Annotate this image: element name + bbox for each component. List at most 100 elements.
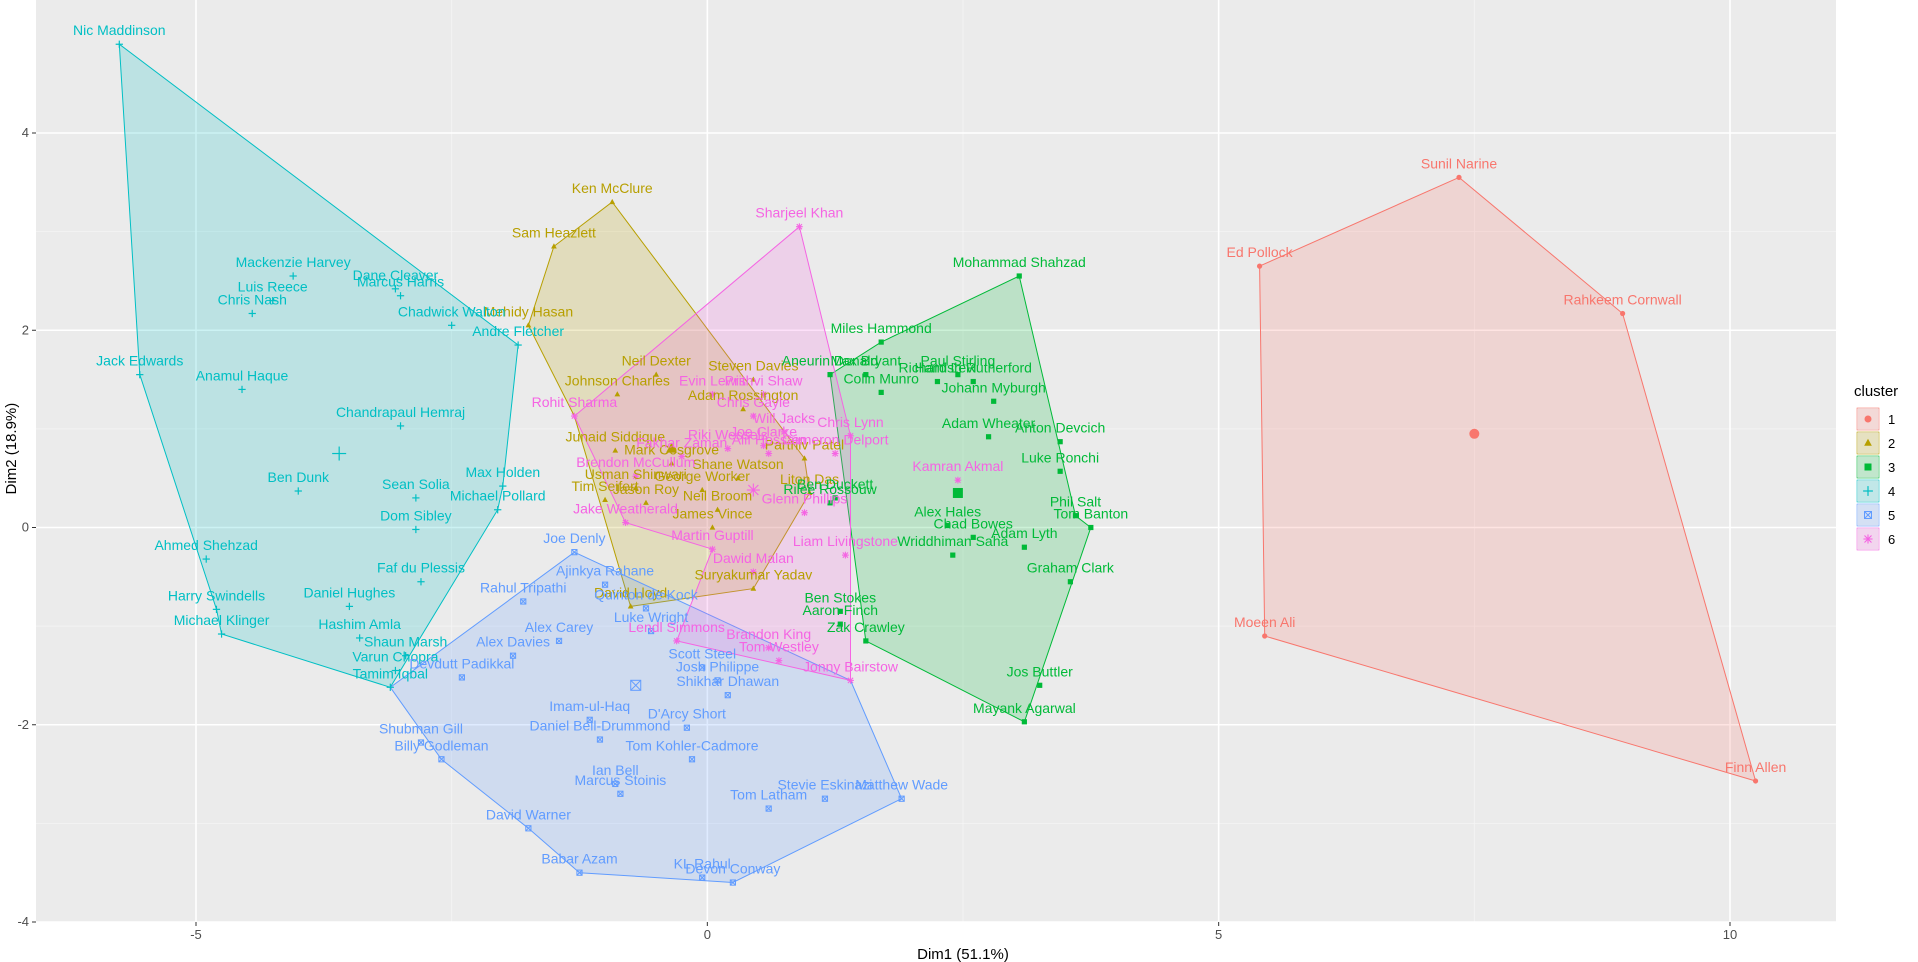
point-label-miles-hammond: Miles Hammond: [831, 320, 932, 336]
data-point-devon-conway: [729, 879, 736, 886]
point-label-jake-weatherald: Jake Weatherald: [573, 501, 678, 517]
point-label-devon-conway: Devon Conway: [685, 861, 780, 877]
point-label-quinton-de-kock: Quinton de Kock: [594, 586, 699, 602]
point-label-ed-pollock: Ed Pollock: [1226, 244, 1293, 260]
data-point-shubman-gill: [417, 739, 425, 746]
data-point-stevie-eskinazi: [821, 795, 829, 802]
data-point-chandrapaul-hemraj: [396, 422, 405, 430]
point-label-george-worker: George Worker: [654, 468, 750, 484]
point-label-josh-philippe: Josh Philippe: [676, 658, 759, 674]
data-point-moeen-ali: [1262, 633, 1268, 639]
data-point-chad-bowes: [970, 534, 976, 540]
plot-panel: [36, 0, 1836, 922]
data-point-alex-hales: [945, 522, 951, 529]
legend-marker-6: [1863, 534, 1873, 544]
data-point-james-vince: [709, 524, 716, 530]
data-point-mackenzie-harvey: [289, 272, 297, 280]
point-label-chandrapaul-hemraj: Chandrapaul Hemraj: [336, 404, 465, 420]
data-point-tom-kohler-cadmore: [688, 756, 696, 763]
point-label-alex-carey: Alex Carey: [525, 619, 593, 635]
x-tick-label-5: -5: [190, 927, 202, 942]
cluster-1-hull: [1259, 176, 1757, 782]
data-point-sharjeel-khan: [795, 223, 803, 231]
data-point-alex-davies: [509, 652, 517, 659]
axes: -5 0 5 10 -4 -2 0 2 4 Dim1 (51.1%) Dim2 (18.9%): [3, 125, 1737, 962]
point-label-colin-munro: Colin Munro: [843, 370, 919, 386]
point-label-babar-azam: Babar Azam: [541, 851, 617, 867]
point-label-dane-cleaver: Dane Cleaver: [353, 267, 439, 283]
point-label-ken-mcclure: Ken McClure: [572, 180, 653, 196]
point-label-adam-wheater: Adam Wheater: [942, 415, 1036, 431]
data-point-d-arcy-short: [683, 724, 690, 731]
data-point-tom-westley: [775, 657, 783, 665]
data-point-phil-salt: [1072, 513, 1079, 519]
point-label-alex-hales: Alex Hales: [914, 504, 981, 520]
data-point-ian-bell: [612, 780, 619, 788]
data-point-quinton-de-kock: [642, 605, 650, 612]
data-point-ahmed-shehzad: [202, 555, 210, 563]
point-label-jonny-bairstow: Jonny Bairstow: [803, 658, 899, 674]
data-point-scott-steel: [699, 664, 706, 671]
point-label-anton-devcich: Anton Devcich: [1015, 420, 1105, 436]
point-label-sean-solia: Sean Solia: [382, 476, 450, 492]
point-label-will-jacks: Will Jacks: [753, 410, 815, 426]
point-label-marcus-stoinis: Marcus Stoinis: [575, 772, 667, 788]
point-label-liton-das: Liton Das: [780, 471, 839, 487]
data-point-shaun-marsh: [402, 652, 410, 660]
data-point-rilee-rossouw: [827, 500, 833, 506]
point-label-stevie-eskinazi: Stevie Eskinazi: [777, 777, 872, 793]
data-point-rahkeem-cornwall: [1620, 310, 1626, 317]
point-label-dom-sibley: Dom Sibley: [380, 507, 452, 523]
data-point-ben-dunk: [294, 487, 302, 495]
data-point-george-worker: [699, 486, 706, 493]
data-point-jos-buttler: [1037, 682, 1043, 688]
data-point-dom-sibley: [412, 525, 420, 534]
cluster-5-centroid: [630, 679, 642, 691]
data-point-billy-godleman: [438, 756, 445, 763]
point-label-zak-crawley: Zak Crawley: [827, 619, 905, 635]
x-tick-label-10: 10: [1723, 927, 1737, 942]
data-point-johann-myburgh: [991, 398, 997, 404]
cluster-6-hull: [573, 225, 851, 682]
data-point-suryakumar-yadav: [750, 585, 757, 591]
data-point-sam-heazlett: [551, 243, 557, 249]
point-label-hashim-amla: Hashim Amla: [318, 616, 401, 632]
point-label-imam-ul-haq: Imam-ul-Haq: [549, 698, 630, 714]
point-label-riki-wessels: Riki Wessels: [688, 427, 768, 443]
data-point-hashim-amla: [355, 634, 364, 642]
data-point-glenn-phillips: [801, 509, 808, 517]
data-point-mehidy-hasan: [525, 322, 532, 328]
point-label-chad-bowes: Chad Bowes: [934, 515, 1013, 531]
point-label-ajinkya-rahane: Ajinkya Rahane: [556, 563, 654, 579]
data-point-wriddhiman-saha: [950, 552, 956, 558]
data-point-dawid-malan: [749, 568, 757, 576]
point-label-lendl-simmons: Lendl Simmons: [628, 619, 725, 635]
data-point-brendon-mccullum: [632, 472, 640, 480]
point-label-varun-chopra: Varun Chopra: [352, 649, 438, 665]
data-point-varun-chopra: [391, 666, 400, 675]
point-label-jason-roy: Jason Roy: [613, 481, 679, 497]
legend-label-6: 6: [1888, 532, 1895, 547]
point-label-tom-latham: Tom Latham: [730, 787, 807, 803]
point-label-hamish-rutherford: Hamish Rutherford: [914, 360, 1032, 376]
data-point-sean-solia: [412, 494, 420, 502]
point-label-richard-levi: Richard Levi: [899, 360, 977, 376]
point-label-shikhar-dhawan: Shikhar Dhawan: [676, 673, 779, 689]
data-point-tom-latham: [765, 805, 772, 812]
cluster-hulls: [118, 43, 1757, 884]
data-point-nic-maddinson: [115, 40, 123, 48]
point-label-brendon-mccullum: Brendon McCullum: [576, 454, 695, 470]
data-point-graham-clark: [1067, 579, 1073, 585]
legend-marker-1: [1864, 415, 1872, 423]
point-label-tim-seifert: Tim Seifert: [571, 478, 638, 494]
data-point-finn-allen: [1752, 778, 1759, 784]
cluster-1-centroid: [1469, 428, 1480, 439]
point-label-chris-nash: Chris Nash: [218, 291, 287, 307]
data-point-fakhar-zaman: [678, 453, 686, 460]
data-point-adam-lyth: [1021, 544, 1027, 550]
point-label-billy-godleman: Billy Godleman: [394, 737, 488, 753]
data-point-usman-shinwari: [632, 484, 639, 491]
point-label-joe-clarke: Joe Clarke: [730, 424, 797, 440]
point-label-daniel-bell-drummond: Daniel Bell-Drummond: [530, 718, 671, 734]
